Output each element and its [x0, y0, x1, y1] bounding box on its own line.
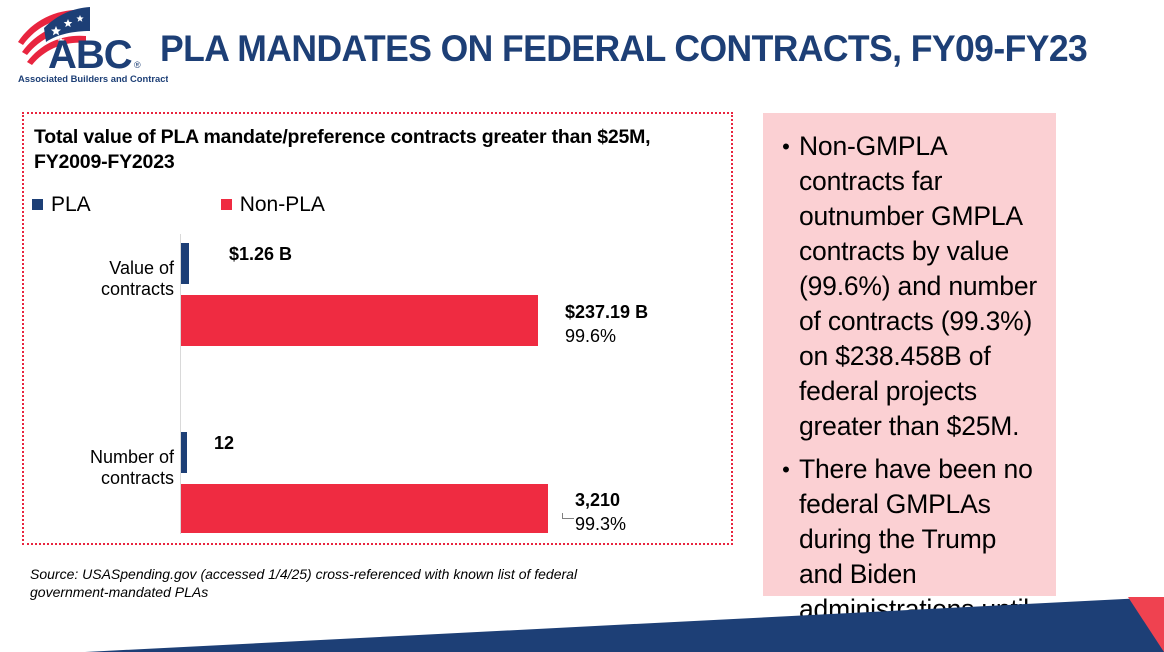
list-item: • Non-GMPLA contracts far outnumber GMPL…: [773, 129, 1046, 444]
legend-label-pla: PLA: [51, 192, 91, 216]
bullet-dot-icon: •: [782, 134, 790, 159]
chart-card: Total value of PLA mandate/preference co…: [22, 112, 733, 545]
legend-item-non-pla: Non-PLA: [220, 192, 325, 216]
value-axis-line: [180, 234, 181, 534]
abc-logo: ABC ® Associated Builders and Contractor…: [8, 4, 183, 90]
legend-item-pla: PLA: [32, 194, 91, 215]
category-label-value-of-contracts: Value of contracts: [100, 258, 174, 299]
chart-title: Total value of PLA mandate/preference co…: [34, 126, 651, 173]
source-note: Source: USASpending.gov (accessed 1/4/25…: [30, 566, 578, 600]
bullet-dot-icon: •: [782, 457, 790, 482]
bar-pla-value-of-contracts: [181, 243, 189, 284]
bar-label-pla-value-of-contracts: $1.26 B: [229, 244, 293, 264]
chart-legend: PLA Non-PLA: [32, 191, 325, 217]
svg-text:Associated Builders and Contra: Associated Builders and Contractors: [18, 73, 168, 84]
legend-swatch-pla-icon: [32, 198, 43, 210]
bar-non-pla-value-of-contracts: [181, 295, 538, 346]
bottom-banner-decoration: [0, 592, 1164, 652]
bar-label-non-pla-number-of-contracts: 3,210: [575, 490, 621, 510]
svg-text:ABC: ABC: [48, 33, 132, 77]
takeaway-text-1: Non-GMPLA contracts far outnumber GMPLA …: [799, 131, 1037, 441]
bar-label-pla-number-of-contracts: 12: [214, 433, 235, 453]
page-title: PLA MANDATES ON FEDERAL CONTRACTS, FY09-…: [160, 28, 1088, 69]
bar-non-pla-number-of-contracts: [181, 484, 548, 533]
bar-label-non-pla-value-of-contracts: $237.19 B: [565, 302, 649, 322]
legend-swatch-non-pla-icon: [220, 198, 232, 210]
legend-label-non-pla: Non-PLA: [239, 192, 325, 216]
bar-pla-number-of-contracts: [181, 432, 187, 473]
category-label-number-of-contracts: Number of contracts: [89, 447, 174, 488]
svg-text:®: ®: [134, 60, 141, 70]
takeaways-panel: • Non-GMPLA contracts far outnumber GMPL…: [763, 113, 1056, 652]
label-leader-tick: [562, 513, 563, 519]
bar-pct-label-non-pla-number-of-contracts: 99.3%: [575, 514, 627, 534]
label-leader-line: [562, 518, 574, 519]
bar-pct-label-non-pla-value-of-contracts: 99.6%: [565, 326, 617, 346]
chart-plot-area: Value of contracts $1.26 B $237.19 B 99.…: [24, 232, 735, 537]
